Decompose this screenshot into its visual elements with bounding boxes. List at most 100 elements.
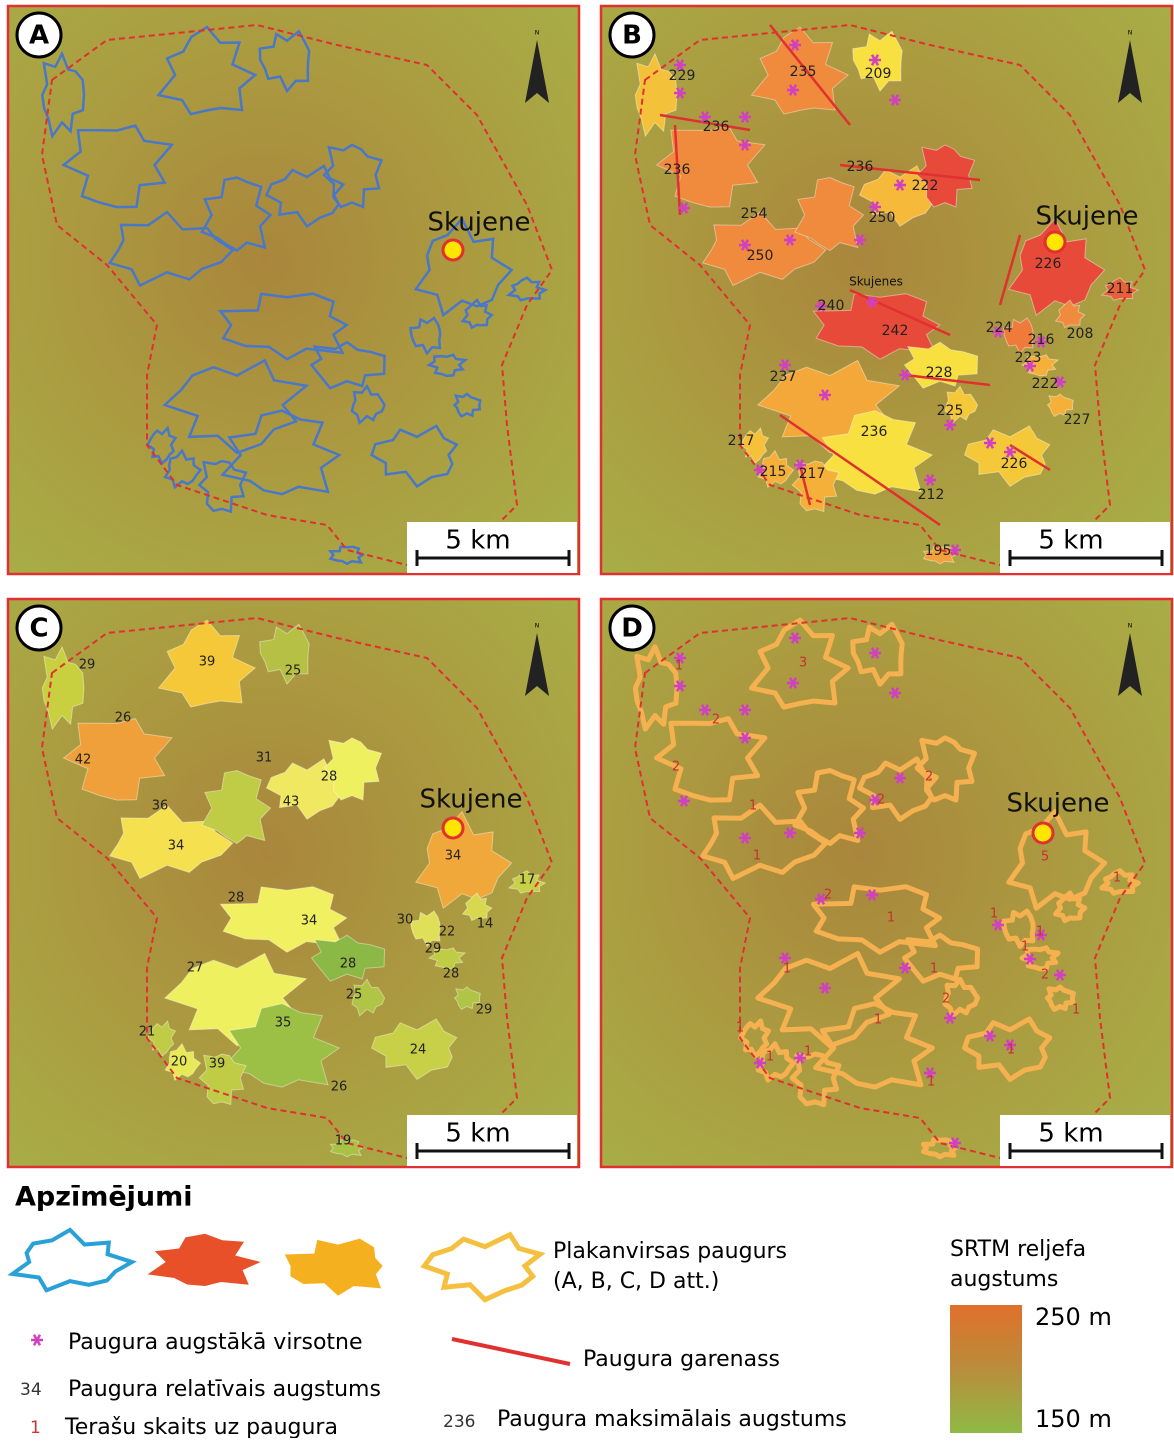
town-marker <box>1033 823 1053 843</box>
map-panel: CN5 kmSkujene293925264231283643343417283… <box>7 598 580 1168</box>
hill-label: 229 <box>669 68 696 84</box>
hill-label: 1 <box>927 1075 935 1090</box>
hill-label: 34 <box>445 849 462 864</box>
legend: Apzīmējumi Plakanvirsas paugurs (A, B, C… <box>13 1182 1112 1439</box>
map-panel: BN5 kmSkujeneSkujenes2292352092362362362… <box>600 5 1173 575</box>
hill-label: 236 <box>703 119 730 135</box>
legend-text: augstums <box>950 1267 1058 1292</box>
hill-label: 222 <box>1032 376 1059 392</box>
legend-text: Paugura maksimālais augstums <box>497 1407 847 1432</box>
scale-label: 5 km <box>1038 1119 1103 1149</box>
hill-label: 228 <box>926 365 953 381</box>
hill-label: 27 <box>187 961 204 976</box>
hill-label: 2 <box>824 888 832 903</box>
legend-sample: 34 <box>20 1380 42 1400</box>
hill-label: 25 <box>346 988 363 1003</box>
hill-label: 28 <box>228 891 245 906</box>
hill-label: 36 <box>152 799 169 814</box>
hill-label: 1 <box>675 659 683 674</box>
hill-label: 1 <box>887 911 895 926</box>
legend-text: Paugura augstākā virsotne <box>68 1330 363 1355</box>
elevation-ramp <box>950 1305 1022 1433</box>
legend-text: Terašu skaits uz paugura <box>64 1415 338 1438</box>
hill-label: 28 <box>340 957 357 972</box>
hill-label: 34 <box>168 839 185 854</box>
hill-label: 250 <box>747 248 774 264</box>
hill-label: 227 <box>1064 412 1091 428</box>
hill-label: 3 <box>799 656 807 671</box>
hill-label: 5 <box>1041 850 1049 865</box>
hill-label: 1 <box>1036 925 1044 940</box>
town-label: Skujene <box>428 208 531 238</box>
town-label: Skujene <box>420 785 523 815</box>
hill-label: 1 <box>990 907 998 922</box>
scale-label: 5 km <box>445 526 510 556</box>
hill-label: 209 <box>865 66 892 82</box>
legend-symbol <box>424 1235 540 1300</box>
north-label: N <box>1128 623 1133 630</box>
panel-letter: B <box>622 21 642 51</box>
hill-label: 237 <box>770 369 797 385</box>
town-label: Skujene <box>1007 789 1110 819</box>
hill-label: 1 <box>874 1013 882 1028</box>
legend-text: Paugura relatīvais augstums <box>68 1377 381 1402</box>
hill-label: 2 <box>712 713 720 728</box>
hill-label: 2 <box>925 770 933 785</box>
map-panel: A N 5 km Skujene <box>7 5 580 575</box>
hill-label: 224 <box>986 320 1013 336</box>
scale-label: 5 km <box>445 1119 510 1149</box>
hill-label: 1 <box>1021 940 1029 955</box>
hill-label: 29 <box>476 1003 493 1018</box>
legend-text: (A, B, C, D att.) <box>553 1269 719 1294</box>
town-marker <box>443 818 463 838</box>
hill-label: 212 <box>918 487 945 503</box>
north-label: N <box>1128 30 1133 37</box>
hill-label: 223 <box>1015 350 1042 366</box>
hill-label: 43 <box>283 795 300 810</box>
place-label: Skujenes <box>849 275 903 289</box>
legend-symbol <box>13 1230 133 1290</box>
legend-symbol <box>285 1239 383 1296</box>
legend-text: SRTM reljefa <box>950 1237 1086 1262</box>
hill-label: 29 <box>79 658 96 673</box>
figure: Apzīmējumi Plakanvirsas paugurs (A, B, C… <box>0 0 1174 1438</box>
north-label: N <box>535 623 540 630</box>
hill-label: 2 <box>877 793 885 808</box>
hill-label: 217 <box>728 433 755 449</box>
hill-label: 1 <box>1007 1043 1015 1058</box>
hill-label: 22 <box>439 925 456 940</box>
hill-label: 1 <box>930 962 938 977</box>
legend-text: 250 m <box>1035 1303 1112 1331</box>
hill-label: 1 <box>1072 1003 1080 1018</box>
north-label: N <box>535 30 540 37</box>
hill-label: 250 <box>869 210 896 226</box>
town-marker <box>1045 232 1065 252</box>
hill-label: 42 <box>75 753 92 768</box>
hill-label: 26 <box>331 1080 348 1095</box>
hill-label: 236 <box>664 162 691 178</box>
legend-title: Apzīmējumi <box>15 1182 193 1213</box>
hill-label: 34 <box>301 914 318 929</box>
hill-label: 26 <box>115 711 132 726</box>
hill-label: 24 <box>410 1043 427 1058</box>
hill-label: 14 <box>477 917 494 932</box>
hill-label: 254 <box>741 206 768 222</box>
hill-label: 242 <box>882 323 909 339</box>
legend-symbol <box>148 1234 261 1286</box>
hill-label: 236 <box>847 159 874 175</box>
hill-label: 215 <box>760 464 787 480</box>
hill-label: 20 <box>171 1055 188 1070</box>
hill-label: 216 <box>1028 332 1055 348</box>
hill-label: 1 <box>749 799 757 814</box>
panel-letter: C <box>29 614 48 644</box>
hill-label: 2 <box>942 992 950 1007</box>
hill-label: 236 <box>861 424 888 440</box>
town-marker <box>443 240 463 260</box>
panel-letter: A <box>29 21 49 51</box>
hill-label: 21 <box>139 1025 156 1040</box>
hill-label: 31 <box>256 751 273 766</box>
panel-letter: D <box>621 614 643 644</box>
hill-label: 39 <box>199 655 216 670</box>
hill-label: 208 <box>1067 326 1094 342</box>
hill-label: 211 <box>1107 281 1134 297</box>
